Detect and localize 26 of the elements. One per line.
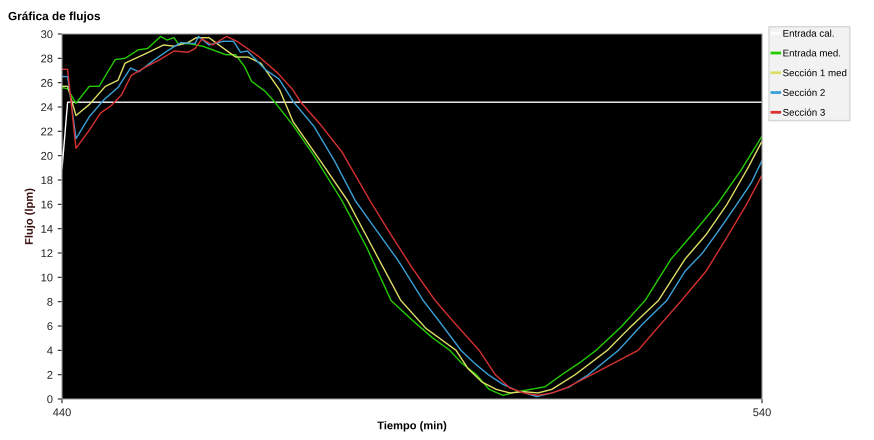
y-tick-label: 16 <box>41 200 52 208</box>
y-tick-label: 22 <box>41 128 52 136</box>
y-tick-label: 18 <box>41 176 52 184</box>
legend-label: Sección 2 <box>783 88 825 96</box>
chart-title: Gráfica de flujos <box>8 11 100 23</box>
y-tick-label: 8 <box>47 298 52 306</box>
y-tick-label: 28 <box>41 54 52 62</box>
x-axis-title: Tiempo (min) <box>377 421 446 432</box>
y-axis-title: Flujo (lpm) <box>24 188 36 244</box>
y-tick-label: 14 <box>41 225 53 233</box>
y-tick-label: 20 <box>41 152 53 160</box>
x-tick-label: 440 <box>52 408 71 416</box>
legend-label: Sección 3 <box>783 108 825 116</box>
legend-label: Sección 1 med <box>783 69 846 76</box>
y-tick-label: 0 <box>47 395 53 404</box>
legend-label: Entrada med. <box>783 49 840 57</box>
x-tick-label: 540 <box>753 408 771 416</box>
y-tick-label: 2 <box>47 370 52 379</box>
y-tick-label: 4 <box>47 346 53 354</box>
y-tick-label: 10 <box>41 274 53 282</box>
y-tick-label: 6 <box>47 322 52 330</box>
y-tick-label: 26 <box>41 78 52 87</box>
y-tick-label: 24 <box>41 103 53 112</box>
y-tick-label: 12 <box>41 249 52 258</box>
legend-label: Entrada cal. <box>783 30 834 37</box>
y-tick-label: 30 <box>41 30 53 38</box>
